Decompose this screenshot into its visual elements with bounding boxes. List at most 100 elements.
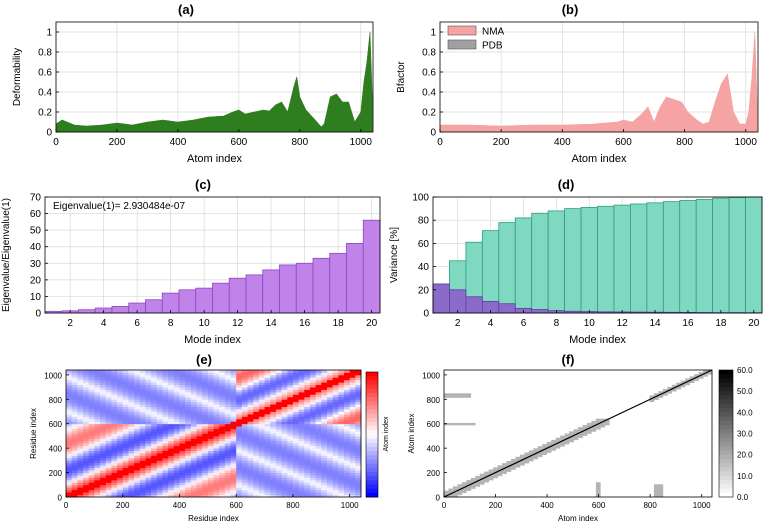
heatmap-cell	[94, 487, 101, 491]
heatmap-cell	[253, 382, 260, 386]
heatmap-cell	[224, 482, 231, 486]
heatmap-cell	[185, 477, 192, 481]
heatmap-cell	[355, 433, 362, 437]
heatmap-cell	[343, 453, 351, 456]
heatmap-cell	[122, 374, 129, 378]
heatmap-cell	[128, 379, 135, 383]
heatmap-cell	[134, 487, 141, 491]
heatmap-cell	[281, 443, 288, 447]
heatmap-cell	[338, 396, 345, 400]
heatmap-cell	[258, 477, 265, 481]
heatmap-cell	[71, 431, 78, 434]
heatmap-cell	[134, 382, 141, 386]
heatmap-cell	[219, 409, 226, 412]
y-axis-label: Deformability	[12, 48, 23, 106]
heatmap-cell	[338, 445, 345, 449]
bar-cumulative	[662, 201, 681, 314]
heatmap-cell	[326, 457, 334, 461]
heatmap-cell	[298, 389, 305, 393]
heatmap-cell	[332, 423, 339, 427]
heatmap-cell	[100, 391, 107, 395]
heatmap-cell	[168, 431, 175, 434]
heatmap-cell	[145, 470, 152, 473]
heatmap-cell	[230, 467, 237, 471]
heatmap-cell	[66, 426, 73, 430]
heatmap-cell	[224, 443, 231, 447]
heatmap-cell	[304, 450, 311, 454]
heatmap-cell	[134, 411, 141, 415]
heatmap-cell	[253, 448, 260, 451]
heatmap-cell	[304, 382, 311, 386]
heatmap-cell	[304, 416, 311, 420]
heatmap-cell	[185, 431, 192, 434]
heatmap-cell	[264, 479, 271, 483]
heatmap-cell	[77, 477, 84, 481]
heatmap-cell	[100, 382, 107, 386]
x-tick-label: 6	[521, 318, 527, 329]
heatmap-cell	[236, 450, 243, 454]
heatmap-cell	[270, 465, 277, 469]
heatmap-cell	[122, 431, 129, 434]
contact-cell	[452, 494, 458, 498]
heatmap-cell	[258, 462, 265, 466]
heatmap-cell	[88, 409, 95, 412]
heatmap-cell	[185, 445, 192, 449]
heatmap-cell	[94, 477, 101, 481]
heatmap-cell	[179, 465, 186, 469]
heatmap-cell	[224, 477, 231, 481]
heatmap-cell	[253, 389, 260, 393]
heatmap-cell	[168, 475, 175, 478]
heatmap-cell	[134, 435, 141, 439]
heatmap-cell	[270, 482, 277, 486]
heatmap-cell	[196, 475, 203, 478]
heatmap-cell	[77, 374, 84, 378]
heatmap-cell	[66, 421, 73, 425]
heatmap-cell	[292, 453, 299, 456]
heatmap-cell	[309, 404, 317, 408]
contact-cell	[564, 439, 570, 443]
heatmap-cell	[275, 494, 282, 498]
heatmap-cell	[207, 470, 214, 473]
heatmap-cell	[219, 374, 226, 378]
heatmap-cell	[247, 467, 254, 471]
heatmap-cell	[88, 377, 95, 381]
heatmap-cell	[213, 399, 220, 403]
x-axis-label: Atom index	[571, 153, 627, 165]
heatmap-cell	[241, 487, 248, 491]
heatmap-cell	[247, 492, 254, 495]
heatmap-cell	[66, 406, 73, 410]
heatmap-cell	[162, 426, 169, 430]
heatmap-cell	[309, 411, 317, 415]
heatmap-cell	[332, 413, 339, 417]
heatmap-cell	[66, 382, 73, 386]
heatmap-cell	[173, 416, 180, 420]
colorbar-step	[366, 384, 378, 390]
heatmap-cell	[247, 450, 254, 454]
heatmap-cell	[281, 453, 288, 456]
heatmap-cell	[281, 421, 288, 425]
heatmap-cell	[349, 467, 356, 471]
contact-cell	[457, 484, 463, 487]
heatmap-cell	[309, 450, 317, 454]
heatmap-cell	[156, 423, 163, 427]
heatmap-cell	[122, 438, 129, 442]
heatmap-cell	[349, 416, 356, 420]
heatmap-cell	[292, 467, 299, 471]
heatmap-cell	[230, 418, 237, 422]
heatmap-cell	[168, 423, 175, 427]
heatmap-cell	[207, 465, 214, 469]
heatmap-cell	[122, 482, 129, 486]
colorbar-step	[366, 438, 378, 444]
heatmap-cell	[88, 467, 95, 471]
heatmap-cell	[287, 465, 294, 469]
heatmap-cell	[207, 438, 214, 442]
contact-cell	[537, 448, 543, 451]
heatmap-cell	[287, 411, 294, 415]
heatmap-cell	[173, 374, 180, 378]
heatmap-cell	[168, 382, 175, 386]
heatmap-cell	[179, 418, 186, 422]
heatmap-cell	[213, 448, 220, 451]
heatmap-cell	[281, 426, 288, 430]
heatmap-cell	[270, 462, 277, 466]
heatmap-cell	[287, 440, 294, 444]
